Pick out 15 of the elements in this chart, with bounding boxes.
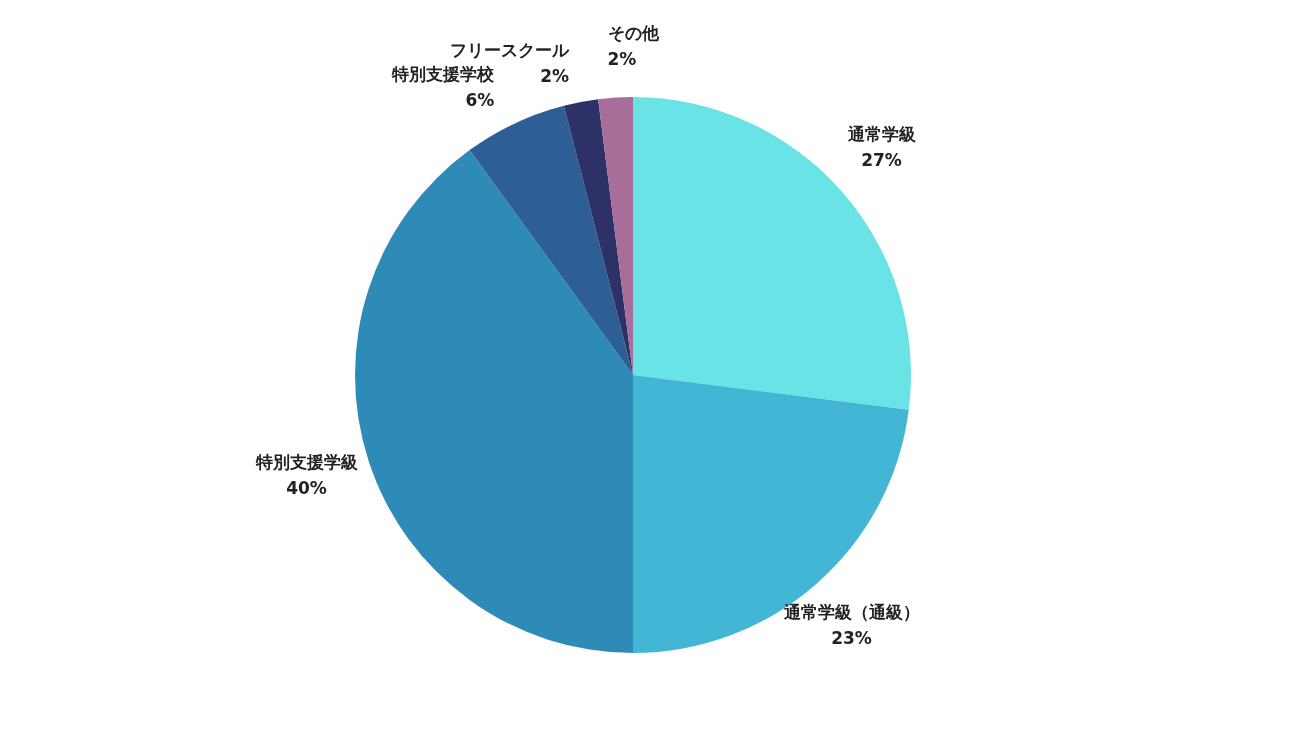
pie-slice <box>563 99 633 375</box>
data-label: 6% <box>465 89 495 110</box>
slice-label: 特別支援学校 <box>391 63 496 84</box>
data-label: 23% <box>831 627 872 648</box>
pie-slice <box>469 105 633 375</box>
slice-label: 通常学級（通級） <box>782 601 920 622</box>
data-label: 2% <box>540 65 570 86</box>
slice-label: 通常学級 <box>846 124 916 145</box>
data-label: 27% <box>861 150 902 171</box>
slice-label: フリースクール <box>450 39 571 60</box>
pie-slice <box>633 375 909 653</box>
slice-label: 特別支援学級 <box>254 452 358 473</box>
data-label: 2% <box>607 48 637 69</box>
data-label: 40% <box>286 478 327 499</box>
slice-label: その他 <box>607 22 660 43</box>
